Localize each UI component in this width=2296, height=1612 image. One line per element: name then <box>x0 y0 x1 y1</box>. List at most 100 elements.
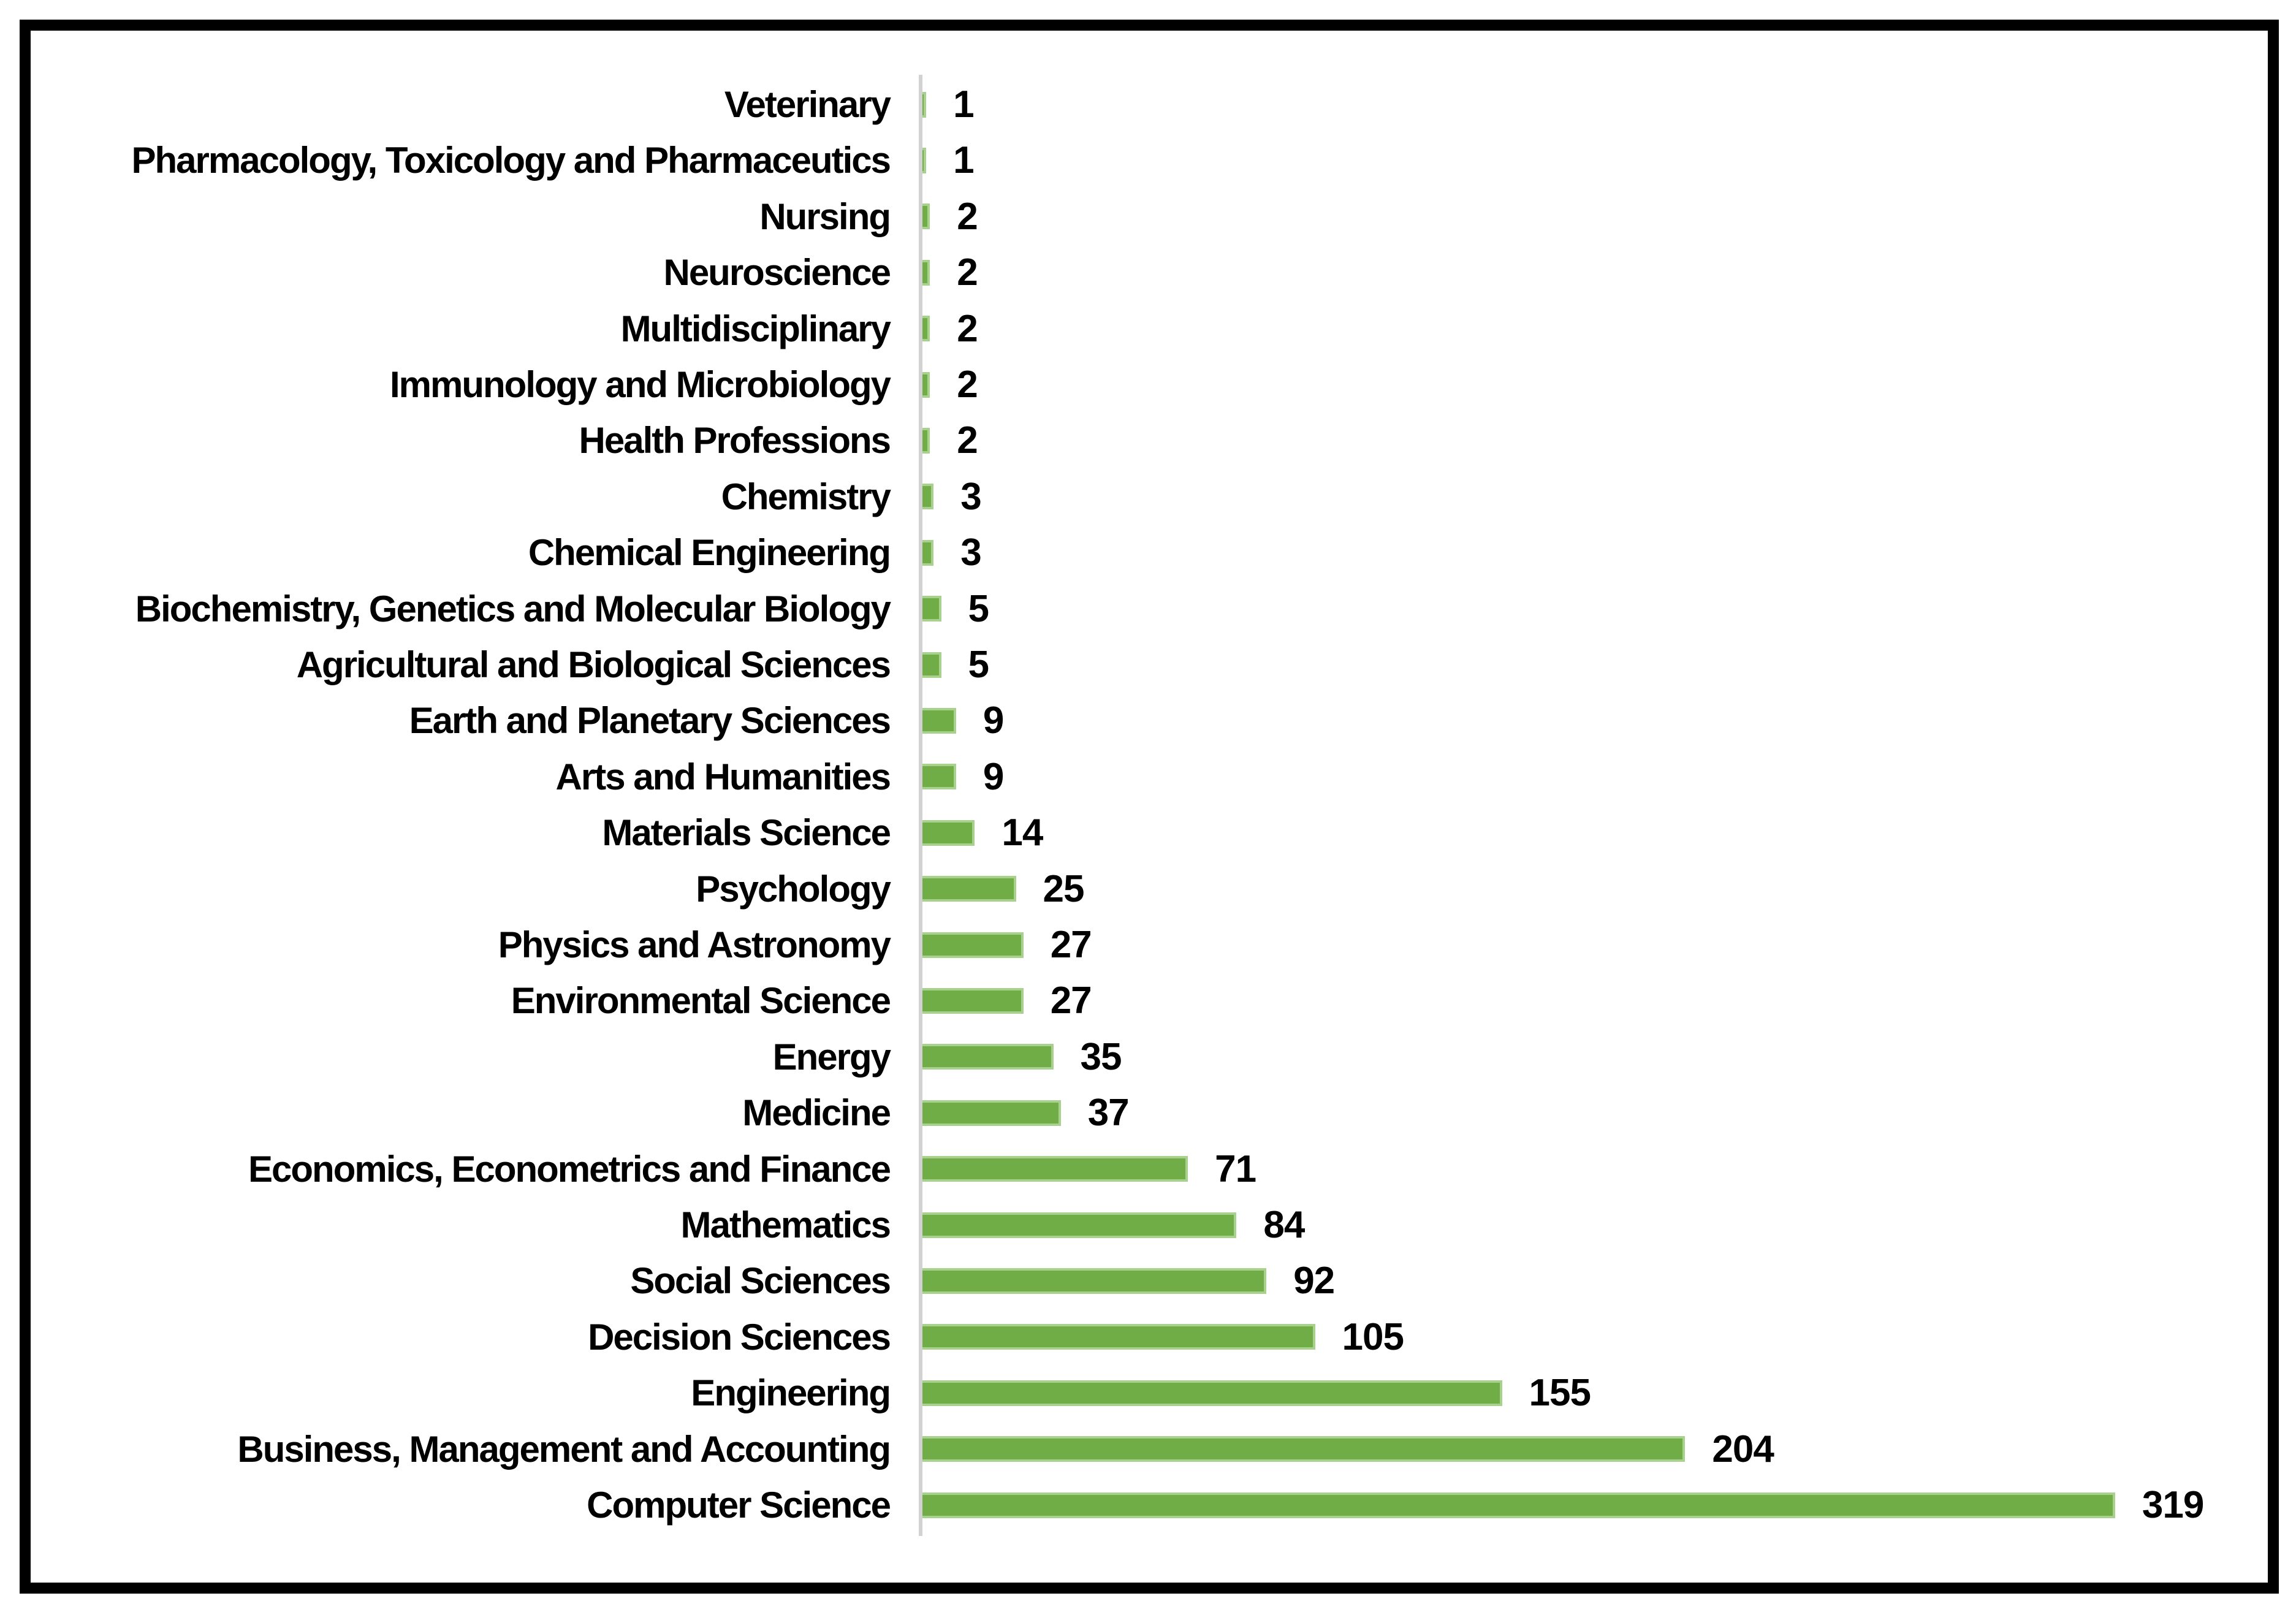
value-label: 3 <box>960 531 981 574</box>
bar-row: Earth and Planetary Sciences 9 <box>31 693 2268 748</box>
bar <box>922 652 941 678</box>
category-label: Biochemistry, Genetics and Molecular Bio… <box>135 588 891 629</box>
value-label: 1 <box>953 83 974 126</box>
value-label: 2 <box>957 251 978 294</box>
bar <box>922 148 927 174</box>
category-label: Psychology <box>696 868 891 910</box>
bar-row: Multidisciplinary 2 <box>31 301 2268 357</box>
value-label: 2 <box>957 307 978 350</box>
category-label: Materials Science <box>602 812 891 854</box>
category-label: Neuroscience <box>663 252 891 294</box>
bar <box>922 91 927 118</box>
category-label: Medicine <box>742 1092 891 1134</box>
bar-row: Nursing 2 <box>31 189 2268 245</box>
bar-row: Mathematics 84 <box>31 1197 2268 1253</box>
bar <box>922 596 941 622</box>
value-label: 27 <box>1050 924 1092 966</box>
value-label: 2 <box>957 363 978 406</box>
bar-row: Medicine 37 <box>31 1085 2268 1141</box>
bar-row: Business, Management and Accounting 204 <box>31 1421 2268 1477</box>
bar <box>922 1100 1061 1126</box>
bar-row: Physics and Astronomy 27 <box>31 917 2268 973</box>
bar <box>922 316 930 342</box>
value-label: 14 <box>1002 812 1043 854</box>
bar <box>922 1436 1686 1462</box>
category-label: Chemical Engineering <box>528 532 891 574</box>
bar <box>922 708 956 734</box>
bar <box>922 371 930 398</box>
bar <box>922 203 930 230</box>
value-label: 105 <box>1342 1315 1404 1358</box>
value-label: 37 <box>1087 1092 1130 1135</box>
bar <box>922 1156 1188 1182</box>
bar <box>922 988 1024 1014</box>
bar <box>922 764 956 790</box>
value-label: 92 <box>1293 1260 1335 1302</box>
category-label: Social Sciences <box>630 1260 891 1302</box>
bar-row: Social Sciences 92 <box>31 1253 2268 1309</box>
value-label: 35 <box>1080 1035 1122 1078</box>
bar-row: Computer Science 319 <box>31 1477 2268 1533</box>
category-label: Multidisciplinary <box>620 308 891 349</box>
bar <box>922 1212 1237 1238</box>
value-label: 204 <box>1712 1428 1774 1470</box>
value-label: 3 <box>960 475 981 518</box>
chart-border-frame: Veterinary 1 Pharmacology, Toxicology and … <box>20 20 2279 1594</box>
bar-row: Agricultural and Biological Sciences 5 <box>31 637 2268 693</box>
category-label: Computer Science <box>587 1485 891 1526</box>
category-label: Chemistry <box>721 476 891 517</box>
bar <box>922 1044 1054 1070</box>
category-label: Energy <box>772 1036 891 1078</box>
category-label: Immunology and Microbiology <box>390 364 891 405</box>
category-label: Veterinary <box>724 84 891 125</box>
bar <box>922 259 930 286</box>
bar-row: Chemistry 3 <box>31 469 2268 525</box>
bar-row: Neuroscience 2 <box>31 245 2268 300</box>
category-label: Pharmacology, Toxicology and Pharmaceuti… <box>131 140 892 181</box>
bar <box>922 1492 2115 1518</box>
bar-row: Engineering 155 <box>31 1365 2268 1421</box>
bar <box>922 428 930 454</box>
bar-row: Health Professions 2 <box>31 413 2268 468</box>
bar-row: Decision Sciences 105 <box>31 1309 2268 1365</box>
category-label: Mathematics <box>680 1204 891 1245</box>
category-label: Decision Sciences <box>588 1316 891 1358</box>
value-label: 5 <box>968 587 989 630</box>
bar-row: Biochemistry, Genetics and Molecular Bio… <box>31 581 2268 637</box>
bar-row: Materials Science 14 <box>31 805 2268 861</box>
bar-row: Pharmacology, Toxicology and Pharmaceuti… <box>31 132 2268 188</box>
value-label: 1 <box>953 139 974 182</box>
bar-row: Energy 35 <box>31 1029 2268 1085</box>
value-label: 155 <box>1529 1372 1591 1415</box>
value-label: 71 <box>1215 1147 1256 1190</box>
value-label: 9 <box>983 699 1004 742</box>
bar <box>922 539 934 566</box>
category-label: Business, Management and Accounting <box>237 1428 891 1470</box>
value-label: 2 <box>957 195 978 238</box>
bar-row: Immunology and Microbiology 2 <box>31 357 2268 413</box>
value-label: 27 <box>1050 979 1092 1022</box>
category-label: Physics and Astronomy <box>498 924 891 965</box>
bar-row: Psychology 25 <box>31 861 2268 917</box>
bar-row: Veterinary 1 <box>31 77 2268 132</box>
bar-row: Environmental Science 27 <box>31 973 2268 1028</box>
category-label: Agricultural and Biological Sciences <box>296 644 891 685</box>
plot-area: Veterinary 1 Pharmacology, Toxicology and … <box>31 31 2268 1583</box>
category-label: Nursing <box>759 196 891 237</box>
bar-row: Economics, Econometrics and Finance 71 <box>31 1141 2268 1197</box>
value-label: 319 <box>2142 1484 2204 1526</box>
bar <box>922 1268 1267 1295</box>
category-label: Engineering <box>691 1372 891 1414</box>
bar <box>922 1324 1315 1350</box>
category-label: Environmental Science <box>511 980 891 1022</box>
category-axis-line <box>919 75 922 1536</box>
value-label: 84 <box>1263 1204 1305 1246</box>
category-label: Arts and Humanities <box>555 756 891 797</box>
value-label: 25 <box>1043 867 1085 910</box>
bar-row: Arts and Humanities 9 <box>31 749 2268 805</box>
value-label: 9 <box>983 755 1004 798</box>
bar <box>922 932 1024 958</box>
category-label: Economics, Econometrics and Finance <box>248 1148 891 1190</box>
value-label: 2 <box>957 419 978 462</box>
